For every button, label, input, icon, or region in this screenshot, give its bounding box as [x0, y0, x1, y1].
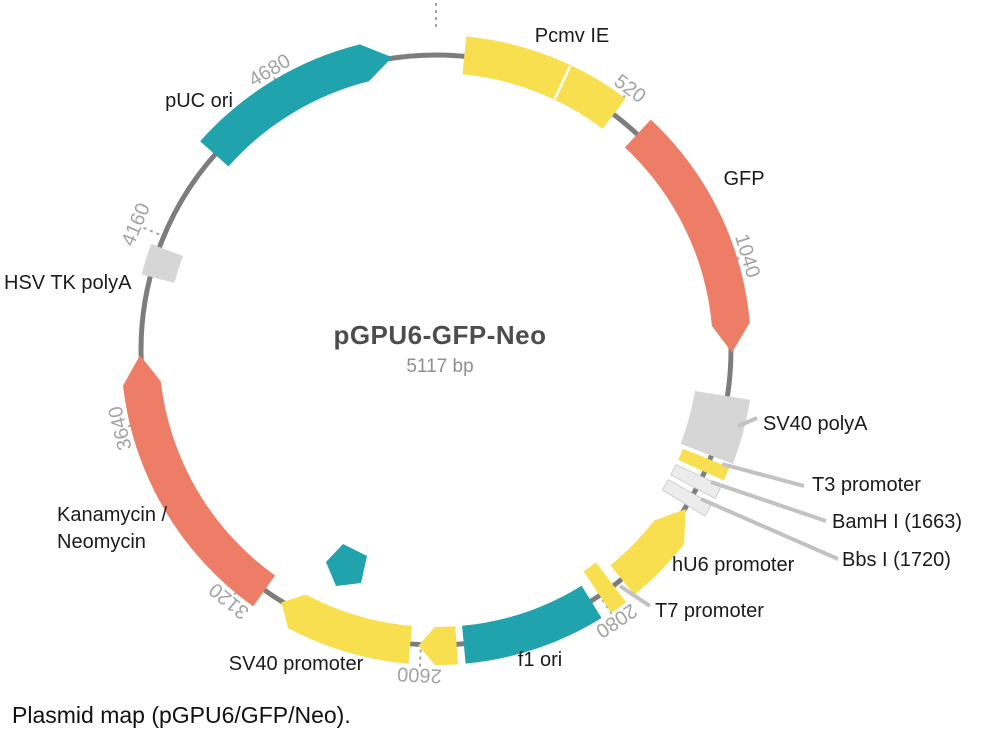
feature-label-t7-promoter: T7 promoter	[655, 600, 764, 622]
figure-caption: Plasmid map (pGPU6/GFP/Neo).	[12, 702, 351, 728]
feature-f1-ori	[462, 585, 602, 664]
feature-bamhi-site	[670, 463, 722, 500]
t3-leader	[721, 462, 805, 488]
tick-mark-2080	[601, 599, 615, 617]
feature-label-bbsi-site: Bbs I (1720)	[842, 549, 951, 571]
feature-label-t3-promoter: T3 promoter	[812, 474, 921, 496]
feature-pcmv-ie	[462, 36, 626, 129]
feature-label-kanamycin-line2: Neomycin	[57, 531, 146, 553]
feature-label-f1-ori: f1 ori	[518, 649, 562, 671]
feature-label-hsv-tk-polya: HSV TK polyA	[4, 272, 132, 294]
bamhi-leader	[710, 480, 827, 523]
tick-label-4160: 4160	[117, 200, 154, 250]
tick-mark-3120	[231, 580, 246, 598]
sv40-polya-leader	[737, 416, 758, 428]
feature-divider-pcmv-ie	[553, 65, 572, 100]
feature-sv40-promoter-body	[281, 594, 412, 664]
feature-hu6-promoter	[610, 509, 686, 595]
feature-kanamycin-neomycin	[123, 355, 276, 607]
feature-label-gfp: GFP	[723, 168, 764, 190]
feature-label-puc-ori: pUC ori	[165, 90, 233, 112]
t7-leader	[618, 584, 652, 608]
feature-t7-promoter	[583, 562, 627, 613]
feature-label-hu6-promoter: hU6 promoter	[672, 554, 795, 576]
tick-mark-2600	[418, 649, 422, 670]
pentagon-ornament	[326, 544, 367, 586]
feature-hsv-tk-polya	[141, 244, 183, 283]
feature-label-sv40-promoter: SV40 promoter	[229, 653, 364, 675]
tick-mark-4160	[140, 225, 160, 236]
feature-label-pcmv-ie: Pcmv IE	[535, 25, 609, 47]
tick-label-2600: 2600	[397, 662, 443, 686]
feature-t3-promoter	[678, 448, 730, 481]
tick-mark-520	[613, 92, 628, 110]
feature-label-bamhi-site: BamH I (1663)	[832, 511, 962, 533]
feature-label-kanamycin-line1: Kanamycin /	[57, 504, 167, 526]
bbsi-leader	[700, 497, 839, 561]
feature-gfp	[624, 119, 750, 353]
feature-bbsi-site	[661, 479, 713, 517]
feature-label-sv40-polya: SV40 polyA	[763, 413, 868, 435]
feature-sv40-polya	[680, 391, 751, 464]
tick-mark-1040	[722, 256, 743, 265]
feature-sv40-promoter-head	[418, 626, 458, 666]
feature-puc-ori	[200, 44, 393, 167]
